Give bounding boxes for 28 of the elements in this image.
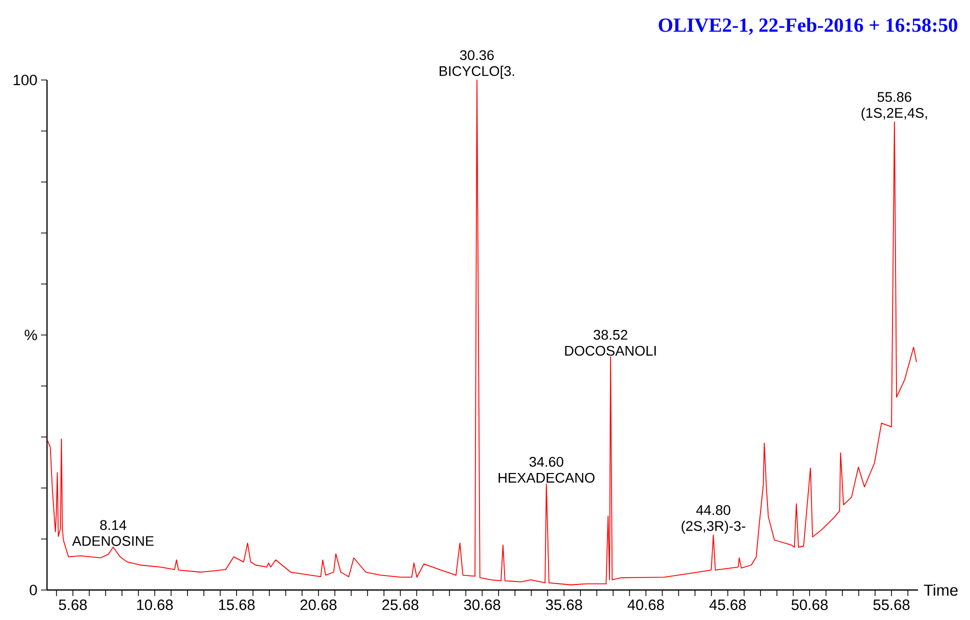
annotation: 8.14	[100, 520, 126, 530]
annotation: BICYCLO[3.	[440, 66, 514, 79]
x-tick-label: 5.68	[58, 600, 87, 610]
annotation: (1S,2E,4S,	[862, 108, 927, 121]
annotation: 34.60	[529, 456, 564, 467]
annotation: 38.52	[594, 330, 628, 340]
annotation: 55.86	[878, 92, 912, 102]
x-tick-label: 10.68	[137, 600, 173, 610]
annotation: HEXADECANO	[498, 472, 595, 483]
x-tick-label: 30.68	[464, 600, 500, 610]
annotation: ADENOSINE	[72, 536, 154, 546]
x-tick-label: 15.68	[219, 600, 255, 610]
annotation: 44.80	[696, 505, 730, 516]
x-tick-label: 45.68	[709, 600, 746, 610]
y-tick-label: 100	[14, 74, 37, 86]
annotation: DOCOSANOLI	[565, 346, 656, 356]
x-tick-label: 55.68	[873, 600, 910, 610]
annotation: 30.36	[460, 50, 494, 60]
x-tick-label: 50.68	[792, 600, 828, 610]
x-axis-title: Time	[924, 584, 958, 596]
x-tick-label: 35.68	[546, 600, 582, 610]
y-tick-label: %	[24, 330, 37, 340]
x-tick-label: 25.68	[382, 600, 418, 610]
x-tick-label: 40.68	[628, 600, 664, 610]
chart-title: OLIVE2-1, 22-Feb-2016 + 16:58:50	[658, 18, 958, 35]
y-tick-label: 0	[30, 584, 37, 596]
annotation: (2S,3R)-3-	[682, 520, 746, 534]
x-tick-label: 20.68	[300, 600, 336, 610]
